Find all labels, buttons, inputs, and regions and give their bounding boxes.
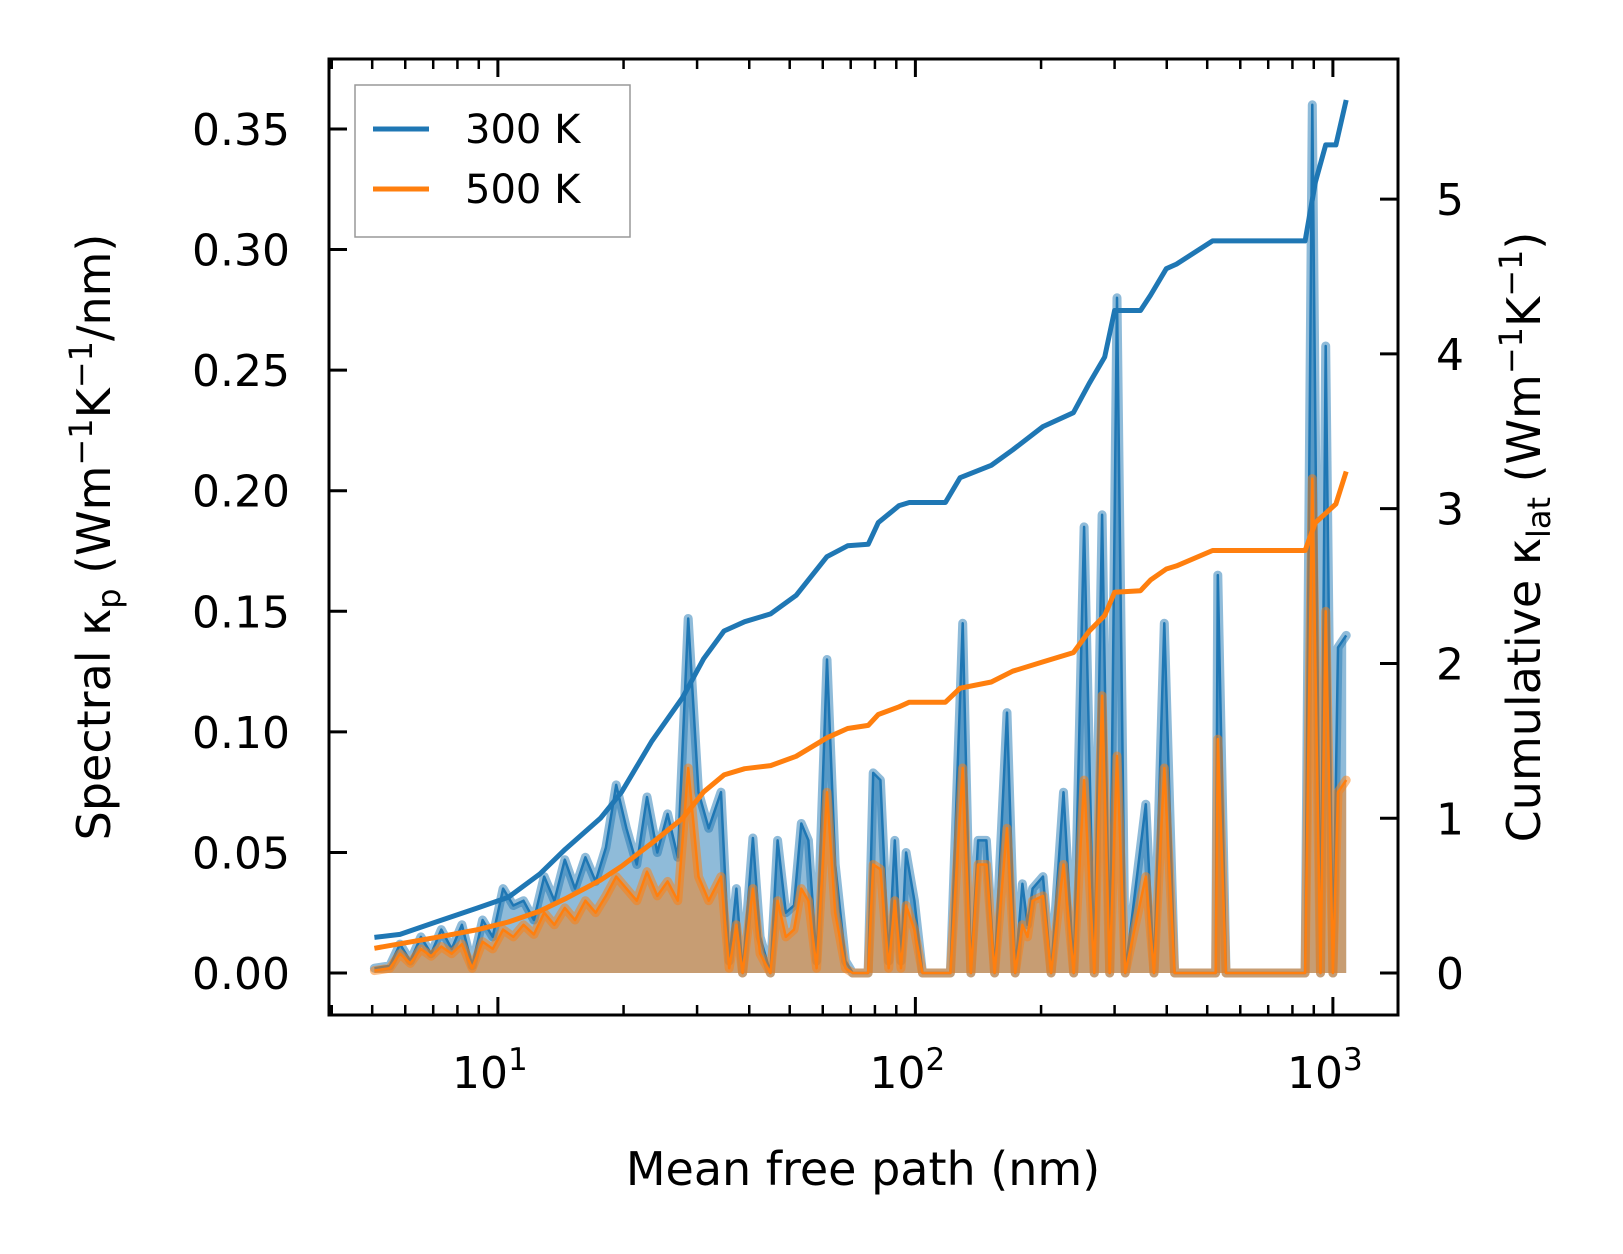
y-right-tick-label: 2 (1436, 639, 1464, 690)
y-right-tick-label: 1 (1436, 794, 1464, 845)
legend-frame (354, 84, 631, 238)
cumulative-line-300k (374, 99, 1349, 940)
x-tick-label: 103 (1287, 1042, 1363, 1099)
y-axis-label-right: Cumulative κlat (Wm−1K−1) (1492, 232, 1558, 843)
x-tick-label: 102 (870, 1042, 946, 1099)
legend-label-500k: 500 K (465, 167, 582, 213)
y-right-tick-label: 0 (1436, 949, 1464, 1000)
axis-ticks (329, 59, 1398, 1015)
legend-label-300k: 300 K (465, 107, 582, 153)
y-right-tick-label: 5 (1436, 175, 1464, 226)
y-right-tick-label: 3 (1436, 485, 1464, 536)
spectral-line-500k (374, 477, 1348, 975)
x-axis-label: Mean free path (nm) (626, 1142, 1100, 1196)
y-axis-label-left: Spectral κp (Wm−1K−1/nm) (62, 234, 128, 841)
y-left-tick-label: 0.15 (192, 587, 290, 638)
cumulative-line-500k (373, 470, 1349, 951)
y-left-tick-label: 0.35 (192, 105, 290, 156)
y-left-tick-label: 0.05 (192, 828, 290, 879)
y-left-tick-label: 0.00 (192, 949, 290, 1000)
spectral-line-300k (374, 103, 1348, 975)
axes-frame (327, 57, 1400, 1017)
y-left-tick-label: 0.20 (192, 467, 290, 518)
y-left-tick-label: 0.30 (192, 226, 290, 277)
y-left-tick-label: 0.25 (192, 346, 290, 397)
x-tick-label: 101 (452, 1042, 528, 1099)
plot-area (369, 99, 1351, 978)
y-left-tick-label: 0.10 (192, 708, 290, 759)
tick-labels: 101 102 1030.000.050.100.150.200.250.300.3… (192, 105, 1464, 1099)
legend: 300 K 500 K (354, 84, 631, 238)
y-right-tick-label: 4 (1436, 330, 1464, 381)
